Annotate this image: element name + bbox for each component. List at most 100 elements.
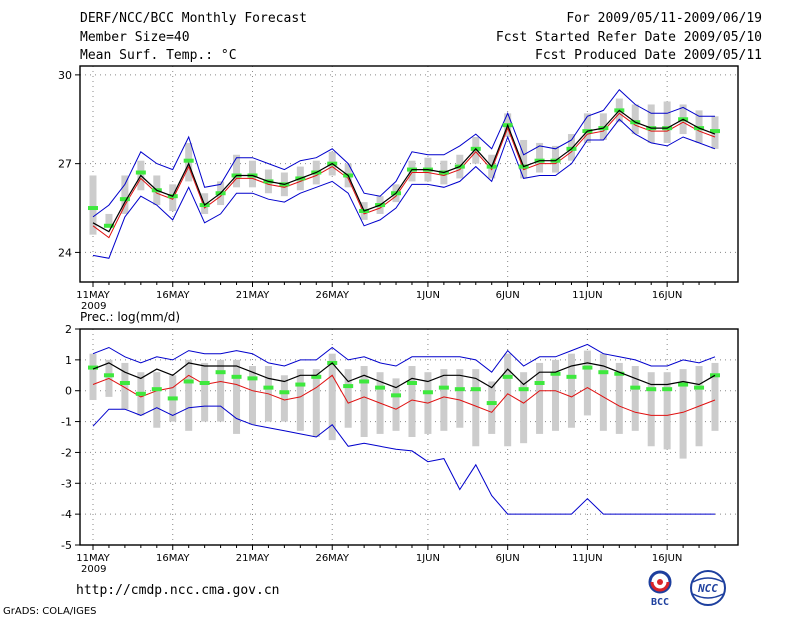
spread-box — [647, 104, 655, 143]
median-marker — [678, 382, 689, 387]
x-tick-label: 6JUN — [496, 290, 520, 301]
median-marker — [566, 374, 577, 379]
median-marker — [454, 387, 465, 392]
spread-box — [217, 359, 225, 422]
median-marker — [231, 374, 242, 379]
x-tick-label: 26MAY — [315, 290, 349, 301]
median-marker — [646, 387, 657, 392]
median-marker — [534, 381, 545, 385]
y-tick-label: -3 — [61, 477, 72, 490]
mean-line — [92, 362, 716, 389]
upper-bound-line — [92, 343, 716, 373]
spread-box — [312, 369, 320, 437]
spread-box — [392, 378, 400, 431]
median-marker — [279, 390, 290, 395]
x-tick-label: 1JUN — [416, 553, 440, 564]
median-marker — [183, 158, 194, 163]
x-tick-label: 1JUN — [416, 290, 440, 301]
spread-box — [615, 362, 623, 434]
forecast-period: For 2009/05/11-2009/06/19 — [566, 11, 762, 26]
bcc-logo-text: BCC — [651, 597, 669, 608]
spread-box — [552, 359, 560, 431]
red-line — [92, 374, 716, 416]
spread-box — [583, 113, 591, 143]
median-marker — [151, 387, 162, 392]
spread-box — [663, 101, 671, 143]
spread-box — [296, 369, 304, 431]
spread-box — [504, 353, 512, 447]
median-marker — [630, 385, 641, 390]
spread-box — [201, 362, 209, 422]
spread-box — [663, 372, 671, 450]
x-tick-label: 21MAY — [236, 290, 270, 301]
x-tick-label: 16MAY — [156, 553, 190, 564]
median-marker — [486, 401, 497, 406]
median-marker — [614, 371, 625, 376]
y-tick-label: -5 — [61, 539, 72, 552]
chart-title: DERF/NCC/BCC Monthly Forecast — [80, 11, 307, 26]
y-tick-label: 30 — [58, 69, 72, 82]
ncc-logo: NCC — [690, 570, 726, 606]
spread-box — [567, 353, 575, 428]
source-url[interactable]: http://cmdp.ncc.cma.gov.cn — [76, 583, 280, 598]
spread-box — [536, 362, 544, 434]
spread-box — [711, 362, 719, 431]
median-marker — [88, 365, 98, 370]
plot-frame — [79, 328, 739, 546]
spread-box — [408, 366, 416, 437]
y-tick-label: 0 — [65, 385, 72, 398]
spread-box — [631, 104, 639, 135]
spread-box — [599, 353, 607, 431]
median-marker — [103, 373, 114, 378]
median-marker — [199, 381, 210, 385]
median-marker — [662, 387, 673, 392]
median-marker — [518, 387, 529, 392]
x-tick-label: 11MAY — [76, 553, 110, 564]
x-tick-label: 11MAY — [76, 290, 110, 301]
lower-bound-line — [92, 405, 715, 515]
x-tick-label: 16MAY — [156, 290, 190, 301]
x-tick-label: 16JUN — [652, 290, 682, 301]
forecast-produced-date: Fcst Produced Date 2009/05/11 — [535, 48, 762, 63]
spread-box — [248, 366, 256, 425]
median-marker — [422, 390, 433, 395]
median-marker — [375, 385, 386, 390]
spread-box — [153, 372, 161, 428]
y-tick-label: 2 — [65, 323, 72, 336]
y-tick-label: 1 — [65, 354, 72, 367]
panel-temp: 24 27 30 11MAY 16MAY 21MAY 26MAY 1JUN 6JUN 11JUN 1… — [58, 65, 739, 312]
median-marker — [470, 387, 481, 392]
spread-box — [583, 350, 591, 416]
spread-box — [536, 142, 544, 173]
median-marker — [502, 374, 513, 379]
variable-label: Mean Surf. Temp.: °C — [80, 48, 237, 63]
median-marker — [710, 373, 720, 378]
panel-title-prec: Prec.: log(mm/d) — [80, 310, 180, 324]
median-marker — [359, 379, 370, 384]
median-marker — [598, 370, 609, 375]
median-marker — [215, 370, 226, 375]
median-marker — [119, 381, 130, 385]
median-marker — [391, 393, 402, 398]
median-marker — [311, 374, 322, 379]
median-marker — [119, 197, 130, 202]
spread-box — [344, 369, 352, 428]
spread-box — [280, 375, 288, 422]
x-tick-label: 26MAY — [315, 553, 349, 564]
spread-box — [105, 213, 113, 226]
spread-box — [472, 369, 480, 447]
median-marker — [263, 385, 274, 390]
median-marker — [135, 170, 146, 175]
grads-credit: GrADS: COLA/IGES — [3, 606, 97, 617]
y-tick-label: -1 — [61, 416, 72, 429]
median-marker — [88, 206, 98, 211]
spread-box — [121, 362, 129, 410]
y-tick-label: 24 — [58, 246, 72, 259]
mean-line — [92, 109, 716, 233]
lower-bound-line — [92, 118, 716, 259]
spread-box — [185, 359, 193, 431]
x-year-label: 2009 — [81, 301, 106, 312]
ncc-logo-text: NCC — [697, 582, 718, 595]
x-tick-label: 6JUN — [496, 553, 520, 564]
